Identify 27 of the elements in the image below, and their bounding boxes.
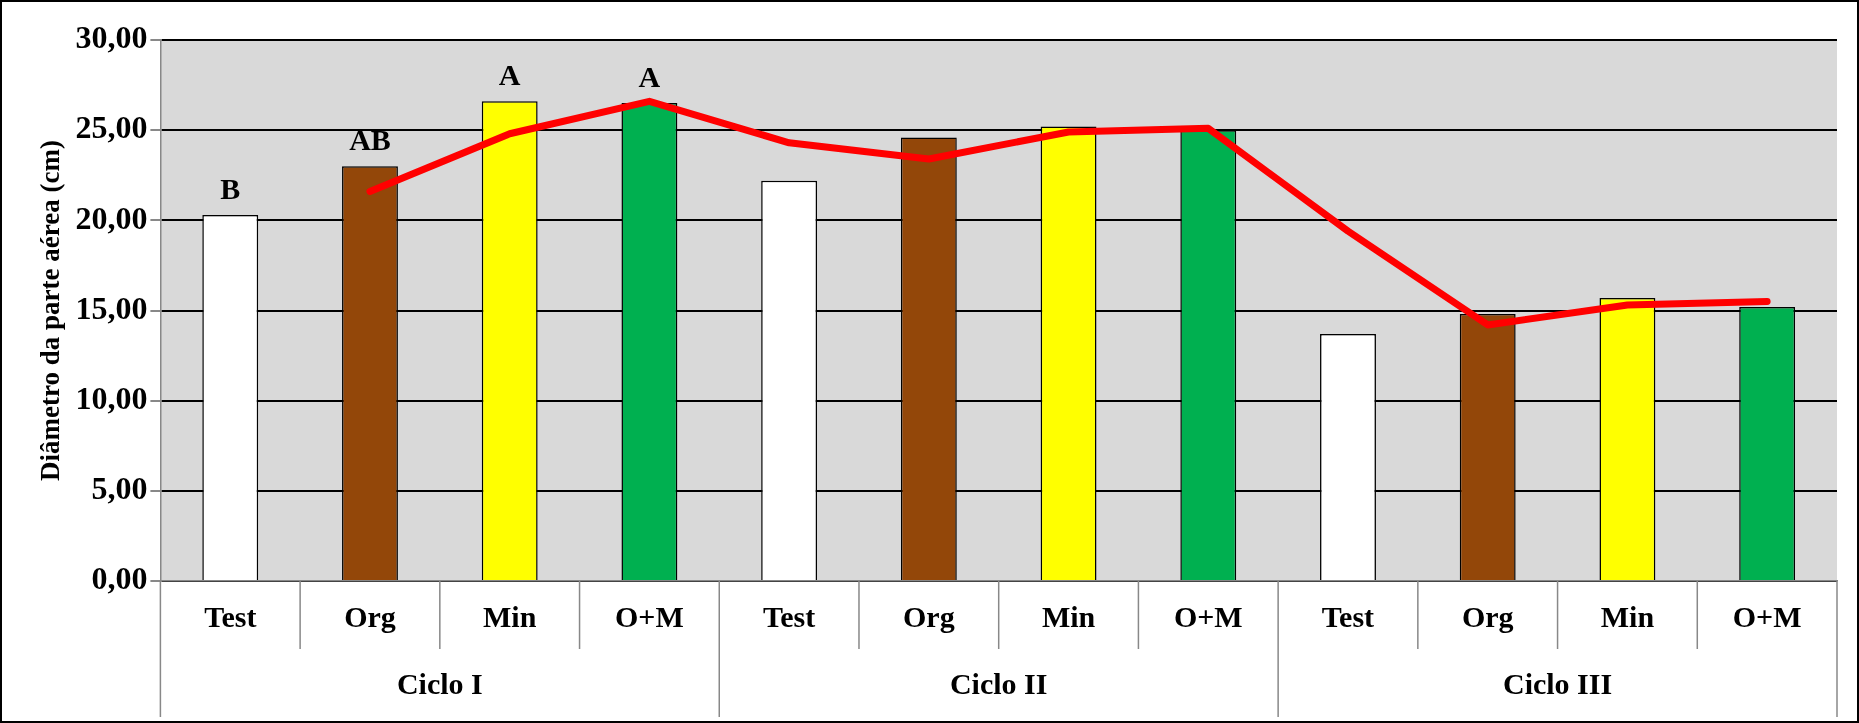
x-tick-label: O+M xyxy=(1173,599,1243,633)
y-tick-label: 0,00 xyxy=(91,560,148,597)
x-tick-label: Min xyxy=(483,599,537,633)
y-tick-label: 25,00 xyxy=(75,109,148,146)
x-tick-label: Org xyxy=(903,599,955,633)
data-label: B xyxy=(220,171,241,205)
x-tick-label: O+M xyxy=(615,599,684,633)
x-tick-label: Org xyxy=(344,599,396,633)
data-label: A xyxy=(638,59,661,93)
text: Ciclo I xyxy=(396,666,483,700)
y-axis-title: Diâmetro da parte aérea (cm) xyxy=(35,140,66,481)
y-tick-label: 5,00 xyxy=(91,470,148,507)
data-label: AB xyxy=(349,122,391,156)
y-tick-label: 20,00 xyxy=(75,199,148,236)
x-tick-label: Min xyxy=(1041,599,1096,633)
text: Ciclo II xyxy=(949,666,1048,700)
y-tick-label: 10,00 xyxy=(75,379,148,416)
x-tick-label: Test xyxy=(763,599,816,633)
x-tick-label: Test xyxy=(204,599,257,633)
data-label: A xyxy=(498,58,521,92)
y-tick-label: 30,00 xyxy=(75,19,148,56)
x-tick-label: Test xyxy=(1321,599,1375,633)
x-tick-label: Min xyxy=(1600,599,1655,633)
y-tick-label: 15,00 xyxy=(75,289,148,326)
x-tick-label: Org xyxy=(1461,599,1514,633)
text: Ciclo III xyxy=(1502,666,1613,700)
x-tick-label: O+M xyxy=(1732,599,1802,633)
